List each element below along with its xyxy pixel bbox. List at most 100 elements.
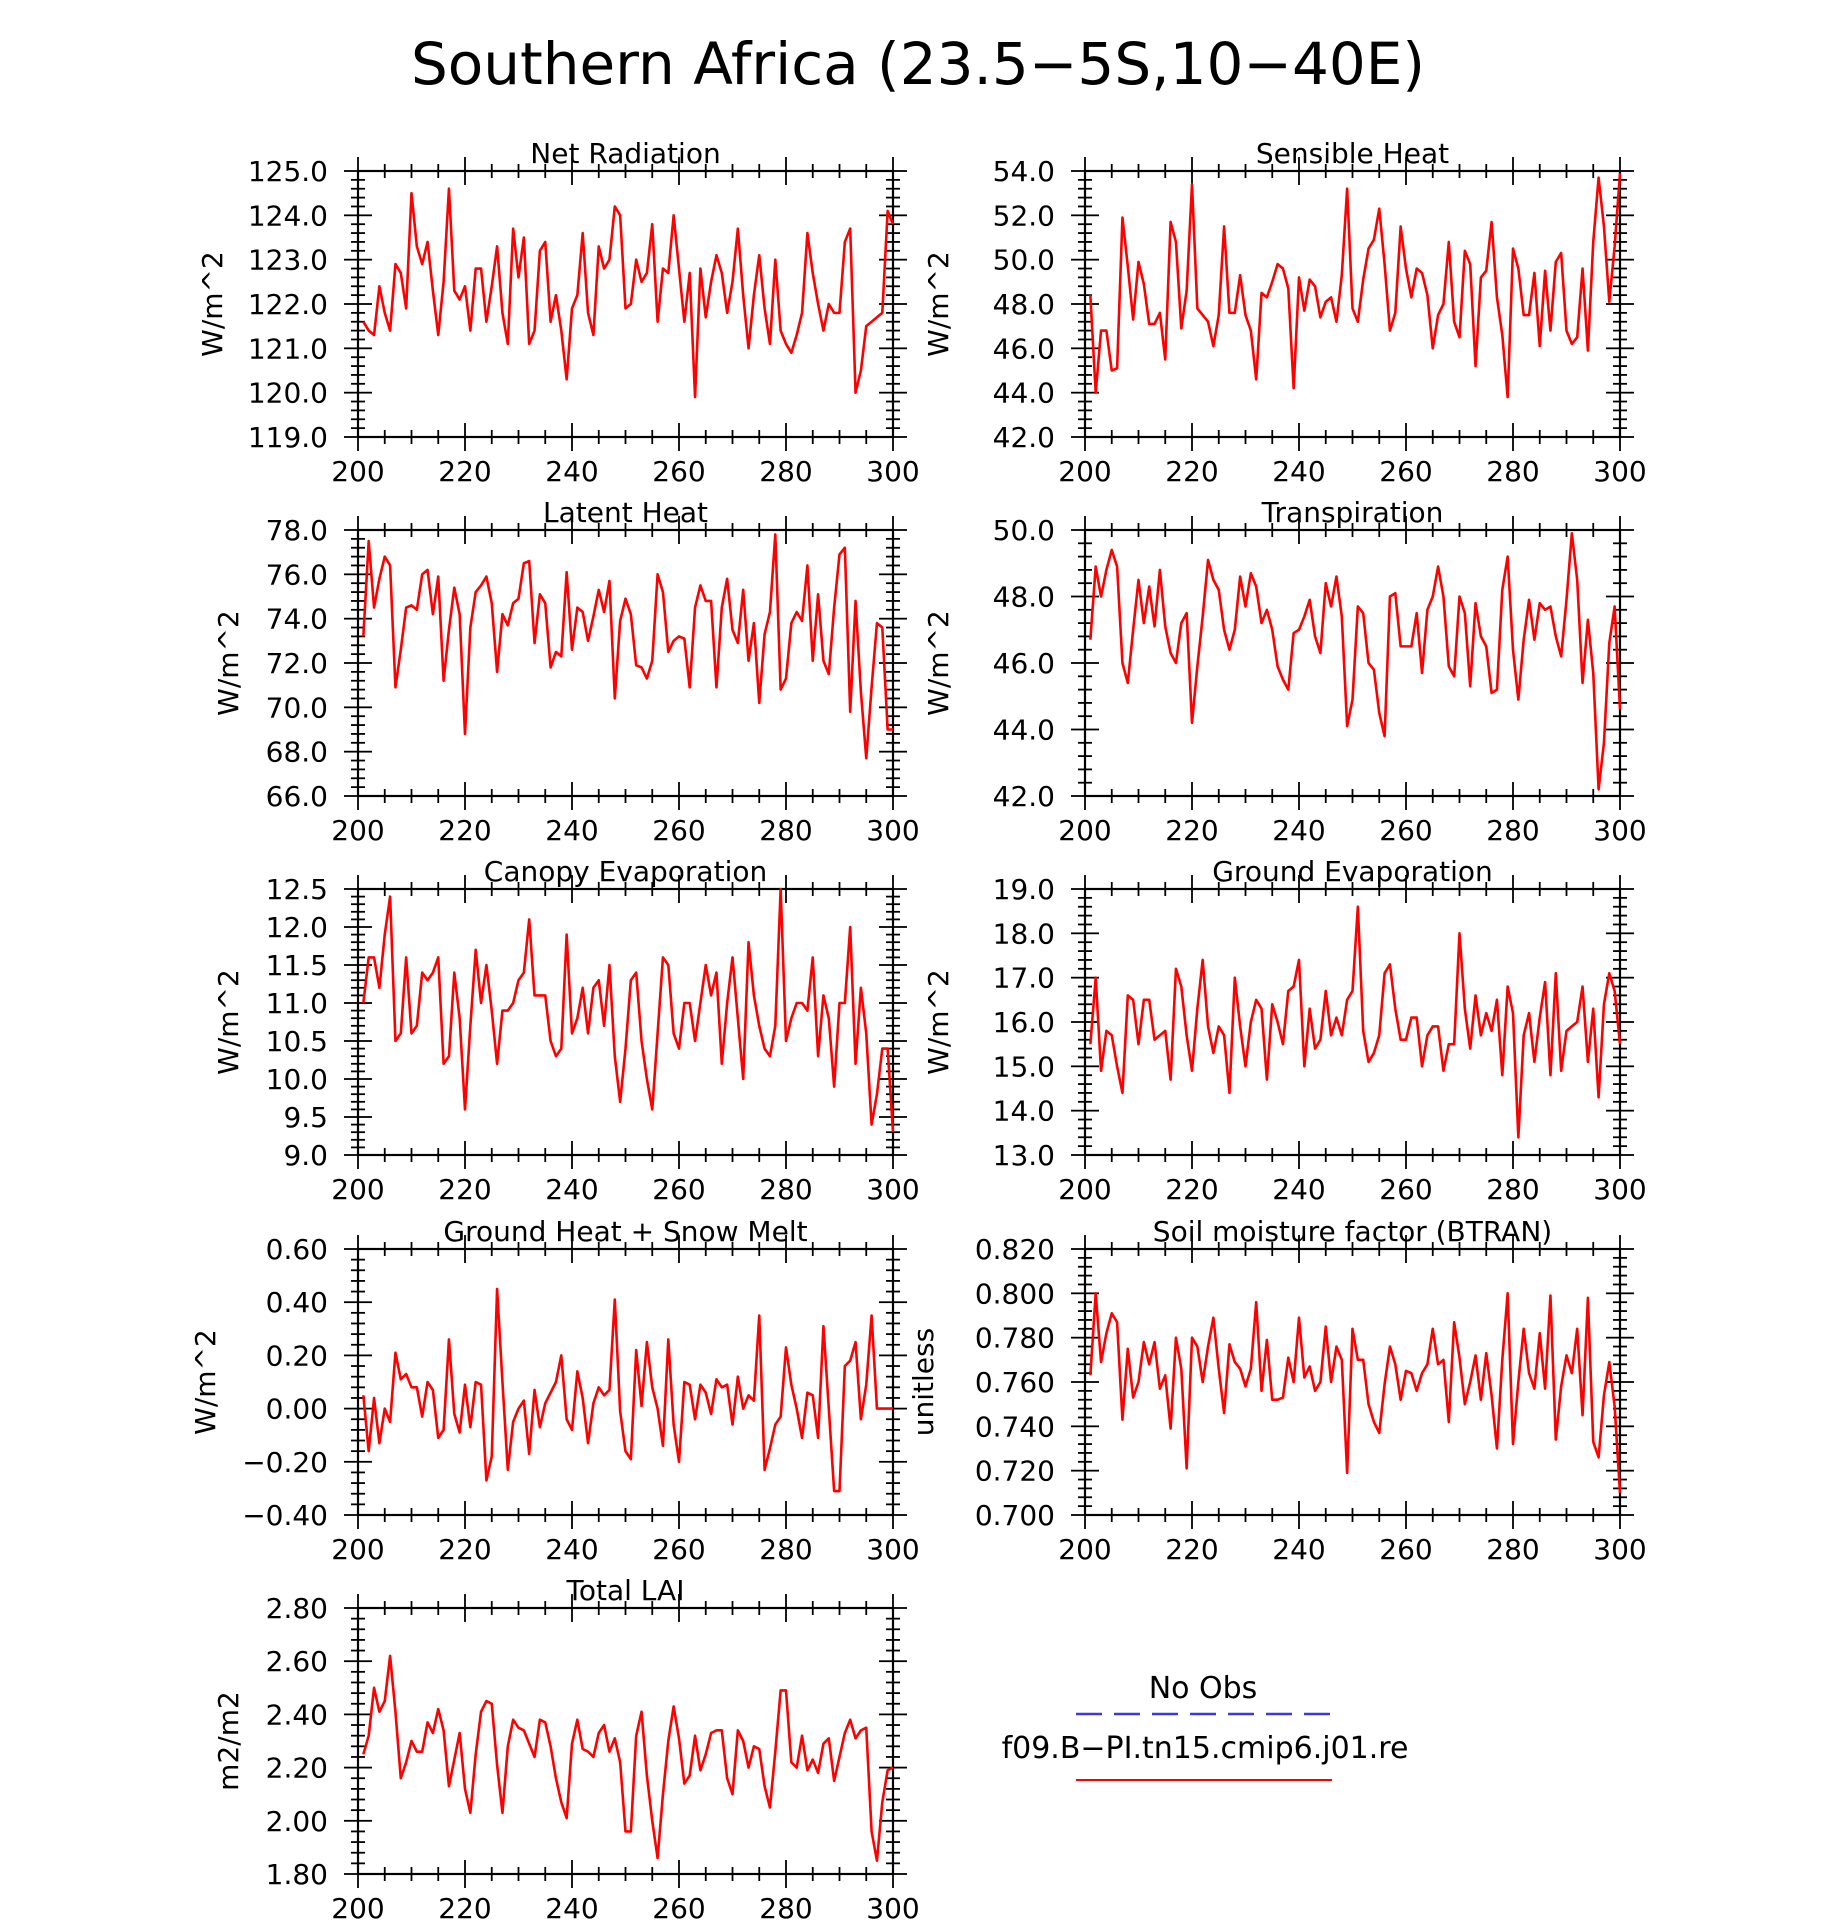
x-tick-label: 220 xyxy=(438,455,491,488)
x-tick-label: 220 xyxy=(438,814,491,847)
panel-title: Canopy Evaporation xyxy=(484,855,767,888)
y-tick-label: 50.0 xyxy=(993,514,1055,547)
y-tick-label: 1.80 xyxy=(266,1858,328,1891)
series-line xyxy=(362,887,895,1133)
y-tick-label: 0.820 xyxy=(975,1233,1055,1266)
x-tick-label: 280 xyxy=(1486,1173,1539,1206)
y-tick-label: 42.0 xyxy=(993,780,1055,813)
plot-frame xyxy=(356,887,895,1157)
y-tick-label: 0.780 xyxy=(975,1322,1055,1355)
x-tick-label: 300 xyxy=(866,1892,919,1925)
x-tick-label: 260 xyxy=(1379,814,1432,847)
y-tick-label: 9.5 xyxy=(283,1101,328,1134)
y-tick-label: 11.0 xyxy=(266,987,328,1020)
y-tick-label: 120.0 xyxy=(248,377,328,410)
y-tick-label: 50.0 xyxy=(993,244,1055,277)
legend: No Obs f09.B−PI.tn15.cmip6.j01.re xyxy=(1002,1671,1408,1781)
y-tick-label: 12.0 xyxy=(266,911,328,944)
y-tick-label: 0.60 xyxy=(266,1233,328,1266)
panel-title: Ground Heat + Snow Melt xyxy=(443,1215,807,1248)
series-line xyxy=(362,1287,893,1493)
series-line xyxy=(362,187,895,399)
panel-title: Ground Evaporation xyxy=(1212,855,1493,888)
x-tick-label: 300 xyxy=(866,814,919,847)
x-tick-label: 240 xyxy=(545,1173,598,1206)
panel-title: Transpiration xyxy=(1261,496,1444,529)
plot-frame xyxy=(356,1247,895,1517)
y-tick-label: 0.740 xyxy=(975,1410,1055,1443)
x-tick-label: 200 xyxy=(1058,455,1111,488)
y-tick-label: 10.0 xyxy=(266,1063,328,1096)
y-tick-label: 123.0 xyxy=(248,244,328,277)
plot-frame xyxy=(1083,528,1622,798)
chart-panels: 200 220 240 260 280 300 119.0 120.0 121.0 122.0 12… xyxy=(189,137,1647,1925)
x-tick-label: 200 xyxy=(331,1173,384,1206)
y-tick-label: 2.00 xyxy=(266,1805,328,1838)
y-tick-label: 0.800 xyxy=(975,1277,1055,1310)
panel-title: Total LAI xyxy=(566,1574,685,1607)
y-tick-label: 16.0 xyxy=(993,1006,1055,1039)
y-tick-label: 119.0 xyxy=(248,421,328,454)
x-tick-label: 240 xyxy=(545,814,598,847)
x-tick-label: 200 xyxy=(331,814,384,847)
x-tick-label: 280 xyxy=(759,455,812,488)
y-tick-label: 121.0 xyxy=(248,332,328,365)
y-tick-label: 70.0 xyxy=(266,691,328,724)
x-tick-label: 200 xyxy=(331,455,384,488)
x-tick-label: 260 xyxy=(652,1892,705,1925)
x-tick-label: 260 xyxy=(1379,455,1432,488)
y-tick-label: 10.5 xyxy=(266,1025,328,1058)
plot-frame xyxy=(356,528,895,798)
x-tick-label: 300 xyxy=(1593,455,1646,488)
x-tick-label: 220 xyxy=(438,1892,491,1925)
series-line xyxy=(1089,173,1622,399)
x-tick-label: 280 xyxy=(759,814,812,847)
x-tick-label: 220 xyxy=(1165,1533,1218,1566)
series-line xyxy=(1089,905,1622,1139)
y-tick-label: 12.5 xyxy=(266,873,328,906)
y-tick-label: 9.0 xyxy=(283,1139,328,1172)
x-tick-label: 260 xyxy=(652,455,705,488)
y-tick-label: 48.0 xyxy=(993,288,1055,321)
x-tick-label: 260 xyxy=(1379,1533,1432,1566)
y-tick-label: 52.0 xyxy=(993,199,1055,232)
chart-panel-2: 200 220 240 260 280 300 42.0 44.0 46.0 48.0 50.0 52… xyxy=(922,137,1647,488)
y-tick-label: 72.0 xyxy=(266,647,328,680)
x-tick-label: 200 xyxy=(1058,1533,1111,1566)
y-tick-label: 66.0 xyxy=(266,780,328,813)
chart-panel-8: 200 220 240 260 280 300 0.700 0.720 0.740 0.760 0.… xyxy=(907,1215,1647,1566)
y-tick-label: 76.0 xyxy=(266,558,328,591)
x-tick-label: 300 xyxy=(866,455,919,488)
x-tick-label: 220 xyxy=(1165,455,1218,488)
x-tick-label: 300 xyxy=(1593,1173,1646,1206)
y-tick-label: 14.0 xyxy=(993,1095,1055,1128)
x-tick-label: 240 xyxy=(1272,455,1325,488)
panel-title: Soil moisture factor (BTRAN) xyxy=(1153,1215,1552,1248)
x-tick-label: 220 xyxy=(438,1173,491,1206)
x-tick-label: 200 xyxy=(1058,814,1111,847)
y-tick-label: 15.0 xyxy=(993,1050,1055,1083)
y-tick-label: 42.0 xyxy=(993,421,1055,454)
chart-panel-6: 200 220 240 260 280 300 13.0 14.0 15.0 16.0 17.0 18… xyxy=(922,855,1647,1206)
series-line xyxy=(1089,532,1622,791)
y-tick-label: 54.0 xyxy=(993,155,1055,188)
y-tick-label: 46.0 xyxy=(993,647,1055,680)
y-tick-label: 68.0 xyxy=(266,736,328,769)
y-tick-label: 2.40 xyxy=(266,1698,328,1731)
y-axis-label: unitless xyxy=(907,1328,940,1436)
y-axis-label: W/m^2 xyxy=(212,969,245,1075)
x-tick-label: 240 xyxy=(1272,1533,1325,1566)
y-tick-label: 2.20 xyxy=(266,1752,328,1785)
x-tick-label: 220 xyxy=(1165,1173,1218,1206)
y-tick-label: 0.720 xyxy=(975,1455,1055,1488)
y-tick-label: 18.0 xyxy=(993,917,1055,950)
x-tick-label: 260 xyxy=(1379,1173,1432,1206)
figure-title: Southern Africa (23.5−5S,10−40E) xyxy=(411,30,1425,98)
x-tick-label: 300 xyxy=(1593,814,1646,847)
x-tick-label: 280 xyxy=(759,1892,812,1925)
x-tick-label: 300 xyxy=(1593,1533,1646,1566)
y-axis-label: W/m^2 xyxy=(196,251,229,357)
y-tick-label: 19.0 xyxy=(993,873,1055,906)
y-axis-label: W/m^2 xyxy=(212,610,245,716)
